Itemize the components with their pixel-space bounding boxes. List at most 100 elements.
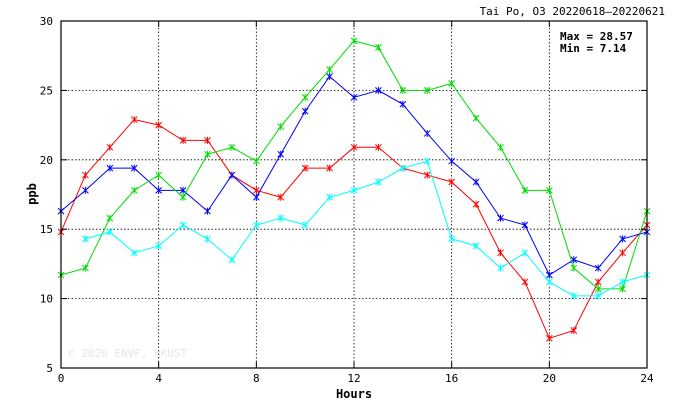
data-point: [326, 73, 333, 81]
x-tick-label: 20: [543, 372, 556, 385]
data-point: [497, 143, 504, 151]
x-tick-label: 16: [445, 372, 458, 385]
data-point: [301, 164, 309, 172]
data-point: [570, 327, 578, 335]
data-point: [130, 164, 138, 172]
y-tick-label: 20: [40, 154, 53, 167]
data-point: [497, 264, 504, 272]
data-point: [204, 235, 211, 243]
data-point: [521, 278, 529, 286]
data-point: [277, 214, 285, 222]
data-point: [277, 193, 285, 201]
data-point: [82, 186, 89, 194]
data-point: [472, 200, 480, 208]
data-point: [375, 86, 382, 94]
data-point: [326, 164, 333, 172]
data-point: [155, 242, 163, 250]
data-point: [252, 193, 260, 201]
y-axis-label: ppb: [25, 183, 39, 205]
min-label: Min = 7.14: [560, 42, 627, 55]
data-point: [130, 249, 138, 257]
data-point: [448, 235, 456, 243]
data-point: [277, 122, 285, 130]
data-point: [130, 186, 138, 194]
data-point: [521, 221, 529, 229]
data-point: [326, 66, 333, 74]
data-point: [399, 100, 407, 108]
data-point: [277, 150, 285, 158]
x-tick-label: 24: [640, 372, 654, 385]
y-tick-label: 5: [46, 362, 53, 375]
x-axis-label: Hours: [336, 387, 372, 401]
data-point: [82, 264, 89, 272]
data-point: [155, 171, 163, 179]
data-point: [326, 193, 333, 201]
data-point: [179, 136, 187, 144]
data-point: [82, 235, 89, 243]
data-point: [106, 164, 114, 172]
data-point: [301, 107, 309, 115]
data-point: [301, 93, 309, 101]
data-point: [375, 178, 382, 186]
data-point: [204, 150, 211, 158]
series-group: [57, 37, 651, 342]
data-point: [423, 157, 431, 165]
data-point: [350, 143, 358, 151]
data-point: [448, 178, 456, 186]
x-tick-label: 12: [347, 372, 360, 385]
data-point: [252, 186, 260, 194]
axis-ticks: 0 4 8 12 16 20 24 5 10 15 20 25 30: [40, 15, 654, 385]
x-tick-label: 0: [58, 372, 65, 385]
data-point: [448, 157, 456, 165]
data-point: [545, 186, 553, 194]
data-point: [204, 207, 211, 215]
data-point: [472, 242, 480, 250]
data-point: [228, 143, 236, 151]
data-point: [179, 221, 187, 229]
data-point: [423, 129, 431, 137]
data-point: [594, 264, 602, 272]
chart-title: Tai Po, O3 20220618–20220621: [480, 5, 665, 18]
data-point: [155, 121, 163, 129]
y-tick-label: 30: [40, 15, 53, 28]
data-point: [252, 157, 260, 165]
data-point: [375, 43, 382, 51]
data-point: [619, 249, 626, 257]
x-tick-label: 8: [253, 372, 260, 385]
watermark: © 2026 ENVF, HKUST: [68, 347, 188, 360]
data-point: [399, 86, 407, 94]
data-point: [619, 235, 626, 243]
data-point: [472, 178, 480, 186]
data-point: [545, 271, 553, 279]
data-point: [472, 114, 480, 122]
y-tick-label: 25: [40, 84, 53, 97]
data-point: [179, 186, 187, 194]
data-point: [399, 164, 407, 172]
data-point: [497, 249, 504, 257]
data-point: [594, 278, 602, 286]
data-point: [252, 221, 260, 229]
data-point: [545, 278, 553, 286]
data-point: [82, 171, 89, 179]
series-line-4: [85, 160, 648, 297]
data-point: [106, 228, 114, 236]
data-point: [228, 171, 236, 179]
data-point: [228, 256, 236, 264]
x-tick-label: 4: [155, 372, 162, 385]
y-tick-label: 10: [40, 293, 53, 306]
data-point: [350, 37, 358, 45]
data-point: [570, 264, 578, 272]
data-point: [521, 249, 529, 257]
data-point: [179, 193, 187, 201]
data-point: [521, 186, 529, 194]
data-point: [375, 143, 382, 151]
data-point: [130, 116, 138, 124]
data-point: [423, 171, 431, 179]
data-point: [350, 93, 358, 101]
grid-lines: [61, 21, 647, 368]
data-point: [106, 214, 114, 222]
data-point: [350, 186, 358, 194]
max-label: Max = 28.57: [560, 30, 633, 43]
data-point: [423, 86, 431, 94]
